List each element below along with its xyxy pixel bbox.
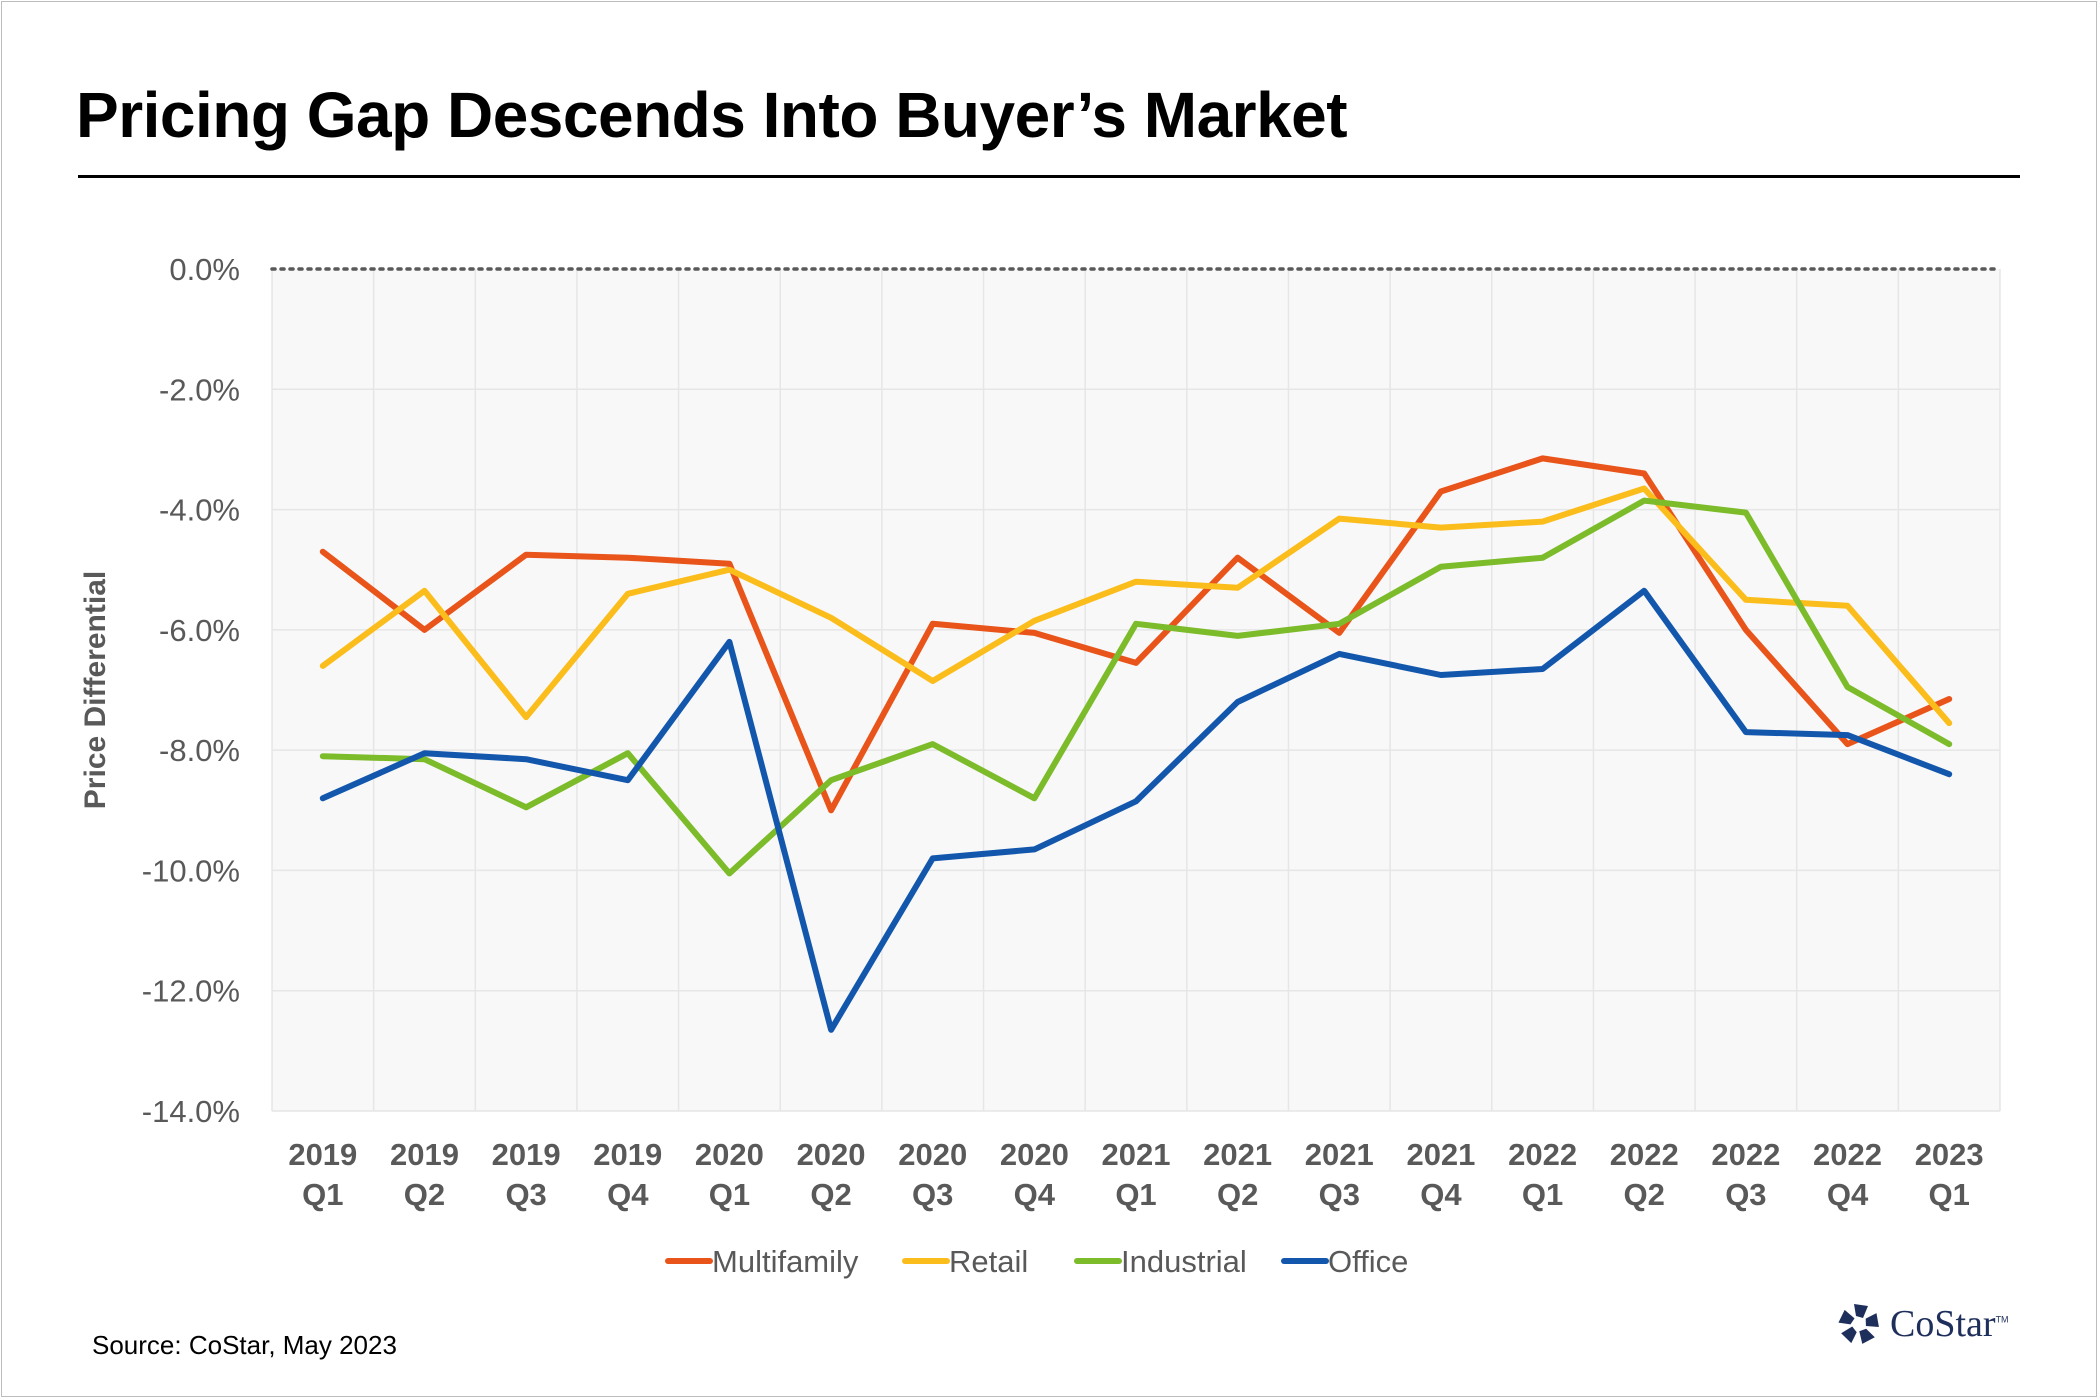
x-tick-year: 2021	[1406, 1137, 1475, 1172]
x-tick-quarter: Q2	[810, 1177, 851, 1212]
x-tick-quarter: Q1	[302, 1177, 343, 1212]
x-tick-quarter: Q1	[1522, 1177, 1563, 1212]
x-tick-year: 2021	[1102, 1137, 1171, 1172]
title-divider	[78, 175, 2020, 178]
x-tick-quarter: Q2	[1624, 1177, 1665, 1212]
x-tick-quarter: Q2	[1217, 1177, 1258, 1212]
x-tick-quarter: Q4	[607, 1177, 649, 1212]
horizontal-gridlines	[270, 267, 2002, 1112]
x-tick-quarter: Q3	[1319, 1177, 1360, 1212]
legend-label-multifamily: Multifamily	[712, 1244, 859, 1279]
x-tick-label: 2020 Q4	[1000, 1137, 1069, 1212]
x-tick-year: 2019	[492, 1137, 561, 1172]
x-tick-label: 2022 Q4	[1813, 1137, 1882, 1212]
logo-star-wedge	[1859, 1328, 1875, 1344]
y-tick-label: -6.0%	[159, 613, 240, 648]
x-tick-quarter: Q2	[404, 1177, 445, 1212]
vertical-gridlines	[271, 269, 2001, 1111]
x-tick-year: 2020	[1000, 1137, 1069, 1172]
y-tick-label: -12.0%	[142, 974, 240, 1009]
source-note: Source: CoStar, May 2023	[92, 1330, 397, 1360]
x-tick-year: 2021	[1305, 1137, 1374, 1172]
x-tick-label: 2022 Q1	[1508, 1137, 1577, 1212]
x-tick-label: 2019 Q3	[492, 1137, 561, 1212]
legend-label-retail: Retail	[949, 1244, 1028, 1279]
x-tick-quarter: Q1	[1115, 1177, 1156, 1212]
y-tick-label: -4.0%	[159, 493, 240, 528]
x-tick-quarter: Q4	[1420, 1177, 1462, 1212]
x-tick-label: 2022 Q2	[1610, 1137, 1679, 1212]
x-tick-quarter: Q3	[1725, 1177, 1766, 1212]
y-axis-tick-labels: 0.0% -2.0% -4.0% -6.0% -8.0% -10.0% -12.0% -14.…	[142, 252, 240, 1129]
x-tick-label: 2020 Q3	[898, 1137, 967, 1212]
costar-logo: CoStarTM	[1836, 1298, 2009, 1350]
x-tick-year: 2020	[695, 1137, 764, 1172]
x-tick-year: 2020	[797, 1137, 866, 1172]
logo-star-wedge	[1854, 1304, 1868, 1318]
x-tick-label: 2020 Q2	[797, 1137, 866, 1212]
x-tick-year: 2022	[1508, 1137, 1577, 1172]
y-tick-label: -10.0%	[142, 853, 240, 888]
logo-star-wedge	[1838, 1309, 1855, 1325]
x-tick-label: 2021 Q4	[1406, 1137, 1475, 1212]
x-tick-label: 2019 Q2	[390, 1137, 459, 1212]
x-tick-quarter: Q4	[1014, 1177, 1056, 1212]
x-tick-quarter: Q4	[1827, 1177, 1869, 1212]
costar-star-icon	[1838, 1304, 1879, 1344]
y-tick-label: 0.0%	[169, 252, 240, 287]
logo-star-wedge	[1841, 1326, 1857, 1344]
y-axis-label: Price Differential	[79, 571, 112, 809]
plot-area	[272, 269, 2000, 1111]
x-tick-label: 2021 Q1	[1102, 1137, 1171, 1212]
y-tick-label: -2.0%	[159, 372, 240, 407]
x-tick-label: 2021 Q3	[1305, 1137, 1374, 1212]
legend-label-office: Office	[1328, 1244, 1408, 1279]
logo-text: CoStar	[1890, 1303, 1996, 1345]
x-tick-year: 2022	[1813, 1137, 1882, 1172]
y-tick-label: -14.0%	[142, 1094, 240, 1129]
x-tick-year: 2021	[1203, 1137, 1272, 1172]
x-tick-quarter: Q1	[709, 1177, 750, 1212]
x-tick-year: 2019	[390, 1137, 459, 1172]
x-tick-year: 2023	[1915, 1137, 1984, 1172]
logo-wordmark: CoStarTM	[1890, 1302, 2009, 1346]
y-tick-label: -8.0%	[159, 733, 240, 768]
legend: Multifamily Retail Industrial Office	[665, 1244, 1408, 1279]
logo-trademark: TM	[1995, 1314, 2009, 1325]
x-tick-year: 2022	[1610, 1137, 1679, 1172]
legend-label-industrial: Industrial	[1121, 1244, 1247, 1279]
x-tick-year: 2019	[593, 1137, 662, 1172]
x-tick-label: 2021 Q2	[1203, 1137, 1272, 1212]
series-lines	[319, 455, 1953, 1033]
x-tick-year: 2020	[898, 1137, 967, 1172]
x-tick-label: 2023 Q1	[1915, 1137, 1984, 1212]
x-tick-quarter: Q3	[505, 1177, 546, 1212]
logo-star-wedge	[1865, 1313, 1879, 1327]
x-tick-quarter: Q1	[1928, 1177, 1969, 1212]
x-tick-label: 2019 Q1	[288, 1137, 357, 1212]
x-tick-year: 2019	[288, 1137, 357, 1172]
x-tick-label: 2020 Q1	[695, 1137, 764, 1212]
x-tick-label: 2022 Q3	[1711, 1137, 1780, 1212]
x-tick-quarter: Q3	[912, 1177, 953, 1212]
x-tick-label: 2019 Q4	[593, 1137, 662, 1212]
chart-title: Pricing Gap Descends Into Buyer’s Market	[76, 79, 1348, 151]
x-tick-year: 2022	[1711, 1137, 1780, 1172]
